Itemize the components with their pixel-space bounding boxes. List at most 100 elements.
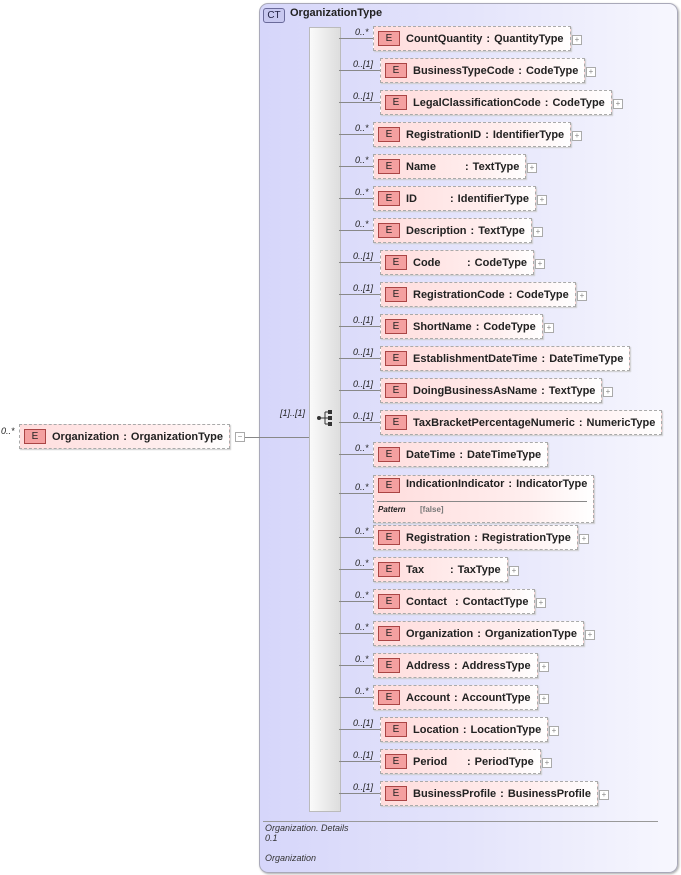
expand-icon[interactable]: + <box>613 99 623 109</box>
element-type: PeriodType <box>474 755 534 768</box>
element-type: CodeType <box>474 256 528 269</box>
element-type: IdentifierType <box>492 128 565 141</box>
root-element-organization[interactable]: E Organization: OrganizationType <box>19 424 230 449</box>
element-type: CodeType <box>483 320 536 333</box>
connector-line <box>339 729 380 730</box>
child-element[interactable]: E Period: PeriodType <box>380 749 541 774</box>
child-element[interactable]: E ID: IdentifierType <box>373 186 536 211</box>
child-cardinality: 0..[1] <box>353 347 374 357</box>
element-badge: E <box>378 31 400 46</box>
element-type: AccountType <box>461 691 531 704</box>
child-element[interactable]: E BusinessProfile: BusinessProfile <box>380 781 598 806</box>
collapse-icon[interactable]: − <box>235 432 245 442</box>
connector-line <box>339 454 373 455</box>
child-element[interactable]: E CountQuantity: QuantityType <box>373 26 571 51</box>
connector-line <box>339 697 373 698</box>
expand-icon[interactable]: + <box>537 195 547 205</box>
expand-icon[interactable]: + <box>579 534 589 544</box>
child-element[interactable]: E LegalClassificationCode: CodeType <box>380 90 612 115</box>
expand-icon[interactable]: + <box>549 726 559 736</box>
expand-icon[interactable]: + <box>572 35 582 45</box>
child-element[interactable]: E TaxBracketPercentageNumeric: NumericTyp… <box>380 410 663 435</box>
footer-annotation: Organization. Details <box>265 823 349 833</box>
element-type: CodeType <box>516 288 569 301</box>
child-cardinality: 0..[1] <box>353 379 374 389</box>
element-badge: E <box>378 530 400 545</box>
element-badge: E <box>378 447 400 462</box>
element-name: Registration <box>406 531 471 544</box>
expand-icon[interactable]: + <box>572 131 582 141</box>
facet-label: Pattern <box>378 505 406 514</box>
element-type: TextType <box>548 384 596 397</box>
element-type: QuantityType <box>494 32 564 45</box>
element-name: RegistrationCode <box>413 288 505 301</box>
expand-icon[interactable]: + <box>599 790 609 800</box>
root-cardinality: 0..* <box>1 426 15 436</box>
child-cardinality: 0..[1] <box>353 718 374 728</box>
element-type: BusinessProfile <box>507 787 591 800</box>
child-element[interactable]: E Registration: RegistrationType <box>373 525 578 550</box>
child-element[interactable]: E RegistrationID: IdentifierType <box>373 122 572 147</box>
child-cardinality: 0..* <box>355 219 369 229</box>
child-element[interactable]: E Account: AccountType <box>373 685 538 710</box>
child-element[interactable]: E DoingBusinessAsName: TextType <box>380 378 603 403</box>
child-element[interactable]: E Organization: OrganizationType <box>373 621 584 646</box>
element-badge: E <box>385 786 407 801</box>
child-element[interactable]: E Tax: TaxType <box>373 557 508 582</box>
expand-icon[interactable]: + <box>533 227 543 237</box>
element-name: DoingBusinessAsName <box>413 384 538 397</box>
expand-icon[interactable]: + <box>586 67 596 77</box>
element-badge: E <box>385 415 407 430</box>
child-cardinality: 0..* <box>355 686 369 696</box>
child-cardinality: 0..* <box>355 622 369 632</box>
child-element[interactable]: E RegistrationCode: CodeType <box>380 282 576 307</box>
connector-line <box>339 633 373 634</box>
element-name: RegistrationID <box>406 128 482 141</box>
child-cardinality: 0..[1] <box>353 750 374 760</box>
expand-icon[interactable]: + <box>539 694 549 704</box>
child-element[interactable]: E ShortName: CodeType <box>380 314 543 339</box>
element-badge: E <box>385 351 407 366</box>
expand-icon[interactable]: + <box>539 662 549 672</box>
child-element[interactable]: E IndicationIndicator: IndicatorType Patt… <box>373 475 595 523</box>
element-type: RegistrationType <box>481 531 571 544</box>
expand-icon[interactable]: + <box>585 630 595 640</box>
element-type: TaxType <box>457 563 501 576</box>
child-element[interactable]: E BusinessTypeCode: CodeType <box>380 58 586 83</box>
element-badge: E <box>385 722 407 737</box>
expand-icon[interactable]: + <box>603 387 613 397</box>
child-element[interactable]: E Description: TextType <box>373 218 532 243</box>
connector-line <box>339 294 380 295</box>
element-type: OrganizationType <box>130 430 223 443</box>
child-element[interactable]: E Code: CodeType <box>380 250 535 275</box>
element-badge: E <box>378 626 400 641</box>
element-type: OrganizationType <box>484 627 577 640</box>
child-cardinality: 0..[1] <box>353 91 374 101</box>
element-badge: E <box>378 223 400 238</box>
connector-line <box>339 569 373 570</box>
element-name: Period <box>413 755 448 768</box>
expand-icon[interactable]: + <box>544 323 554 333</box>
expand-icon[interactable]: + <box>527 163 537 173</box>
element-name: Account <box>406 691 450 704</box>
child-element[interactable]: E DateTime: DateTimeType <box>373 442 549 467</box>
expand-icon[interactable]: + <box>542 758 552 768</box>
element-type: CodeType <box>552 96 605 109</box>
expand-icon[interactable]: + <box>535 259 545 269</box>
child-element[interactable]: E Address: AddressType <box>373 653 538 678</box>
child-cardinality: 0..[1] <box>353 251 374 261</box>
element-type: IndicatorType <box>516 478 588 490</box>
child-element[interactable]: E EstablishmentDateTime: DateTimeType <box>380 346 631 371</box>
connector-line <box>339 537 373 538</box>
complex-type-badge: CT <box>263 8 285 23</box>
expand-icon[interactable]: + <box>509 566 519 576</box>
element-badge: E <box>385 255 407 270</box>
child-element[interactable]: E Name: TextType <box>373 154 527 179</box>
child-element[interactable]: E Location: LocationType <box>380 717 549 742</box>
expand-icon[interactable]: + <box>577 291 587 301</box>
element-name: EstablishmentDateTime <box>413 352 538 365</box>
element-name: CountQuantity <box>406 32 483 45</box>
connector-line <box>339 422 380 423</box>
child-element[interactable]: E Contact: ContactType <box>373 589 536 614</box>
expand-icon[interactable]: + <box>536 598 546 608</box>
